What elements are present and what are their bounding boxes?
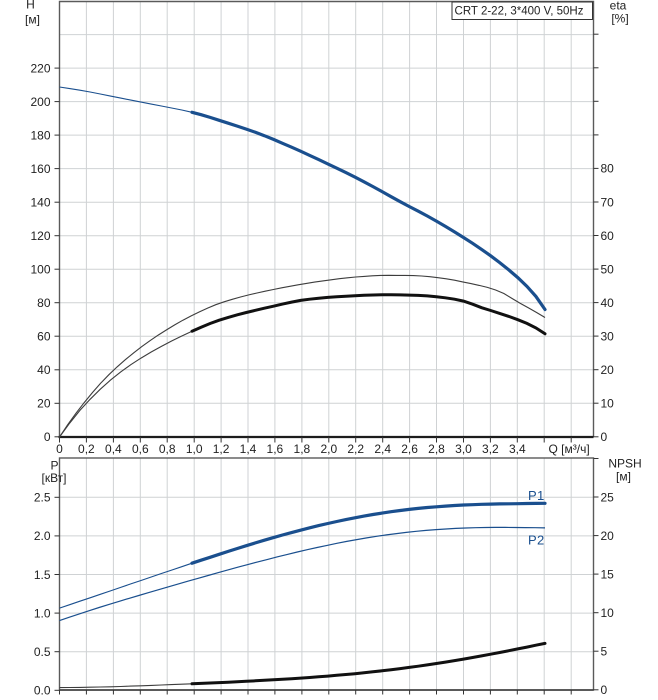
svg-text:P: P <box>50 459 58 473</box>
svg-text:CRT 2-22, 3*400 V, 50Hz: CRT 2-22, 3*400 V, 50Hz <box>455 6 584 18</box>
svg-text:1,2: 1,2 <box>213 442 230 456</box>
svg-text:Q [м³/ч]: Q [м³/ч] <box>549 442 590 456</box>
svg-text:1,8: 1,8 <box>294 442 311 456</box>
svg-text:2.0: 2.0 <box>34 529 51 543</box>
svg-text:0,2: 0,2 <box>78 442 95 456</box>
svg-text:eta: eta <box>610 0 627 13</box>
svg-text:10: 10 <box>601 397 615 411</box>
svg-text:2,0: 2,0 <box>320 442 337 456</box>
svg-text:NPSH: NPSH <box>608 457 641 471</box>
svg-text:200: 200 <box>30 95 50 109</box>
svg-text:0,8: 0,8 <box>159 442 176 456</box>
svg-text:0.0: 0.0 <box>34 684 51 698</box>
svg-text:40: 40 <box>37 363 51 377</box>
svg-text:[м]: [м] <box>616 470 631 484</box>
svg-text:0: 0 <box>56 442 63 456</box>
svg-text:20: 20 <box>601 363 615 377</box>
svg-text:60: 60 <box>601 229 615 243</box>
svg-text:0: 0 <box>601 430 608 444</box>
svg-text:20: 20 <box>37 397 51 411</box>
svg-text:25: 25 <box>601 490 615 504</box>
svg-text:120: 120 <box>30 229 50 243</box>
svg-text:3,4: 3,4 <box>509 442 526 456</box>
svg-text:160: 160 <box>30 162 50 176</box>
svg-text:70: 70 <box>601 195 615 209</box>
svg-text:1.5: 1.5 <box>34 568 51 582</box>
svg-text:30: 30 <box>601 329 615 343</box>
svg-text:2,4: 2,4 <box>374 442 391 456</box>
svg-text:80: 80 <box>601 162 615 176</box>
svg-text:0.5: 0.5 <box>34 645 51 659</box>
svg-text:2.5: 2.5 <box>34 491 51 505</box>
svg-text:2,2: 2,2 <box>347 442 364 456</box>
svg-text:50: 50 <box>601 262 615 276</box>
svg-text:0: 0 <box>44 430 51 444</box>
svg-text:20: 20 <box>601 529 615 543</box>
svg-text:60: 60 <box>37 330 51 344</box>
svg-text:H: H <box>26 0 35 12</box>
svg-text:5: 5 <box>601 645 608 659</box>
svg-text:40: 40 <box>601 296 615 310</box>
svg-text:10: 10 <box>601 606 615 620</box>
svg-text:2,8: 2,8 <box>428 442 445 456</box>
svg-text:[м]: [м] <box>25 13 40 27</box>
svg-text:[%]: [%] <box>611 12 628 26</box>
svg-text:1,0: 1,0 <box>186 442 203 456</box>
svg-text:P1: P1 <box>528 488 545 503</box>
svg-text:15: 15 <box>601 567 615 581</box>
svg-text:100: 100 <box>30 263 50 277</box>
svg-text:0,6: 0,6 <box>132 442 149 456</box>
svg-text:0,4: 0,4 <box>105 442 122 456</box>
svg-text:220: 220 <box>30 61 50 75</box>
svg-text:80: 80 <box>37 296 51 310</box>
svg-text:3,0: 3,0 <box>455 442 472 456</box>
svg-text:3,2: 3,2 <box>482 442 499 456</box>
svg-text:180: 180 <box>30 128 50 142</box>
svg-text:140: 140 <box>30 196 50 210</box>
svg-text:[кВт]: [кВт] <box>41 471 66 485</box>
svg-text:1.0: 1.0 <box>34 606 51 620</box>
svg-text:2,6: 2,6 <box>401 442 418 456</box>
svg-text:0: 0 <box>601 683 608 697</box>
svg-text:P2: P2 <box>528 533 545 548</box>
svg-text:1,4: 1,4 <box>240 442 257 456</box>
svg-text:1,6: 1,6 <box>267 442 284 456</box>
